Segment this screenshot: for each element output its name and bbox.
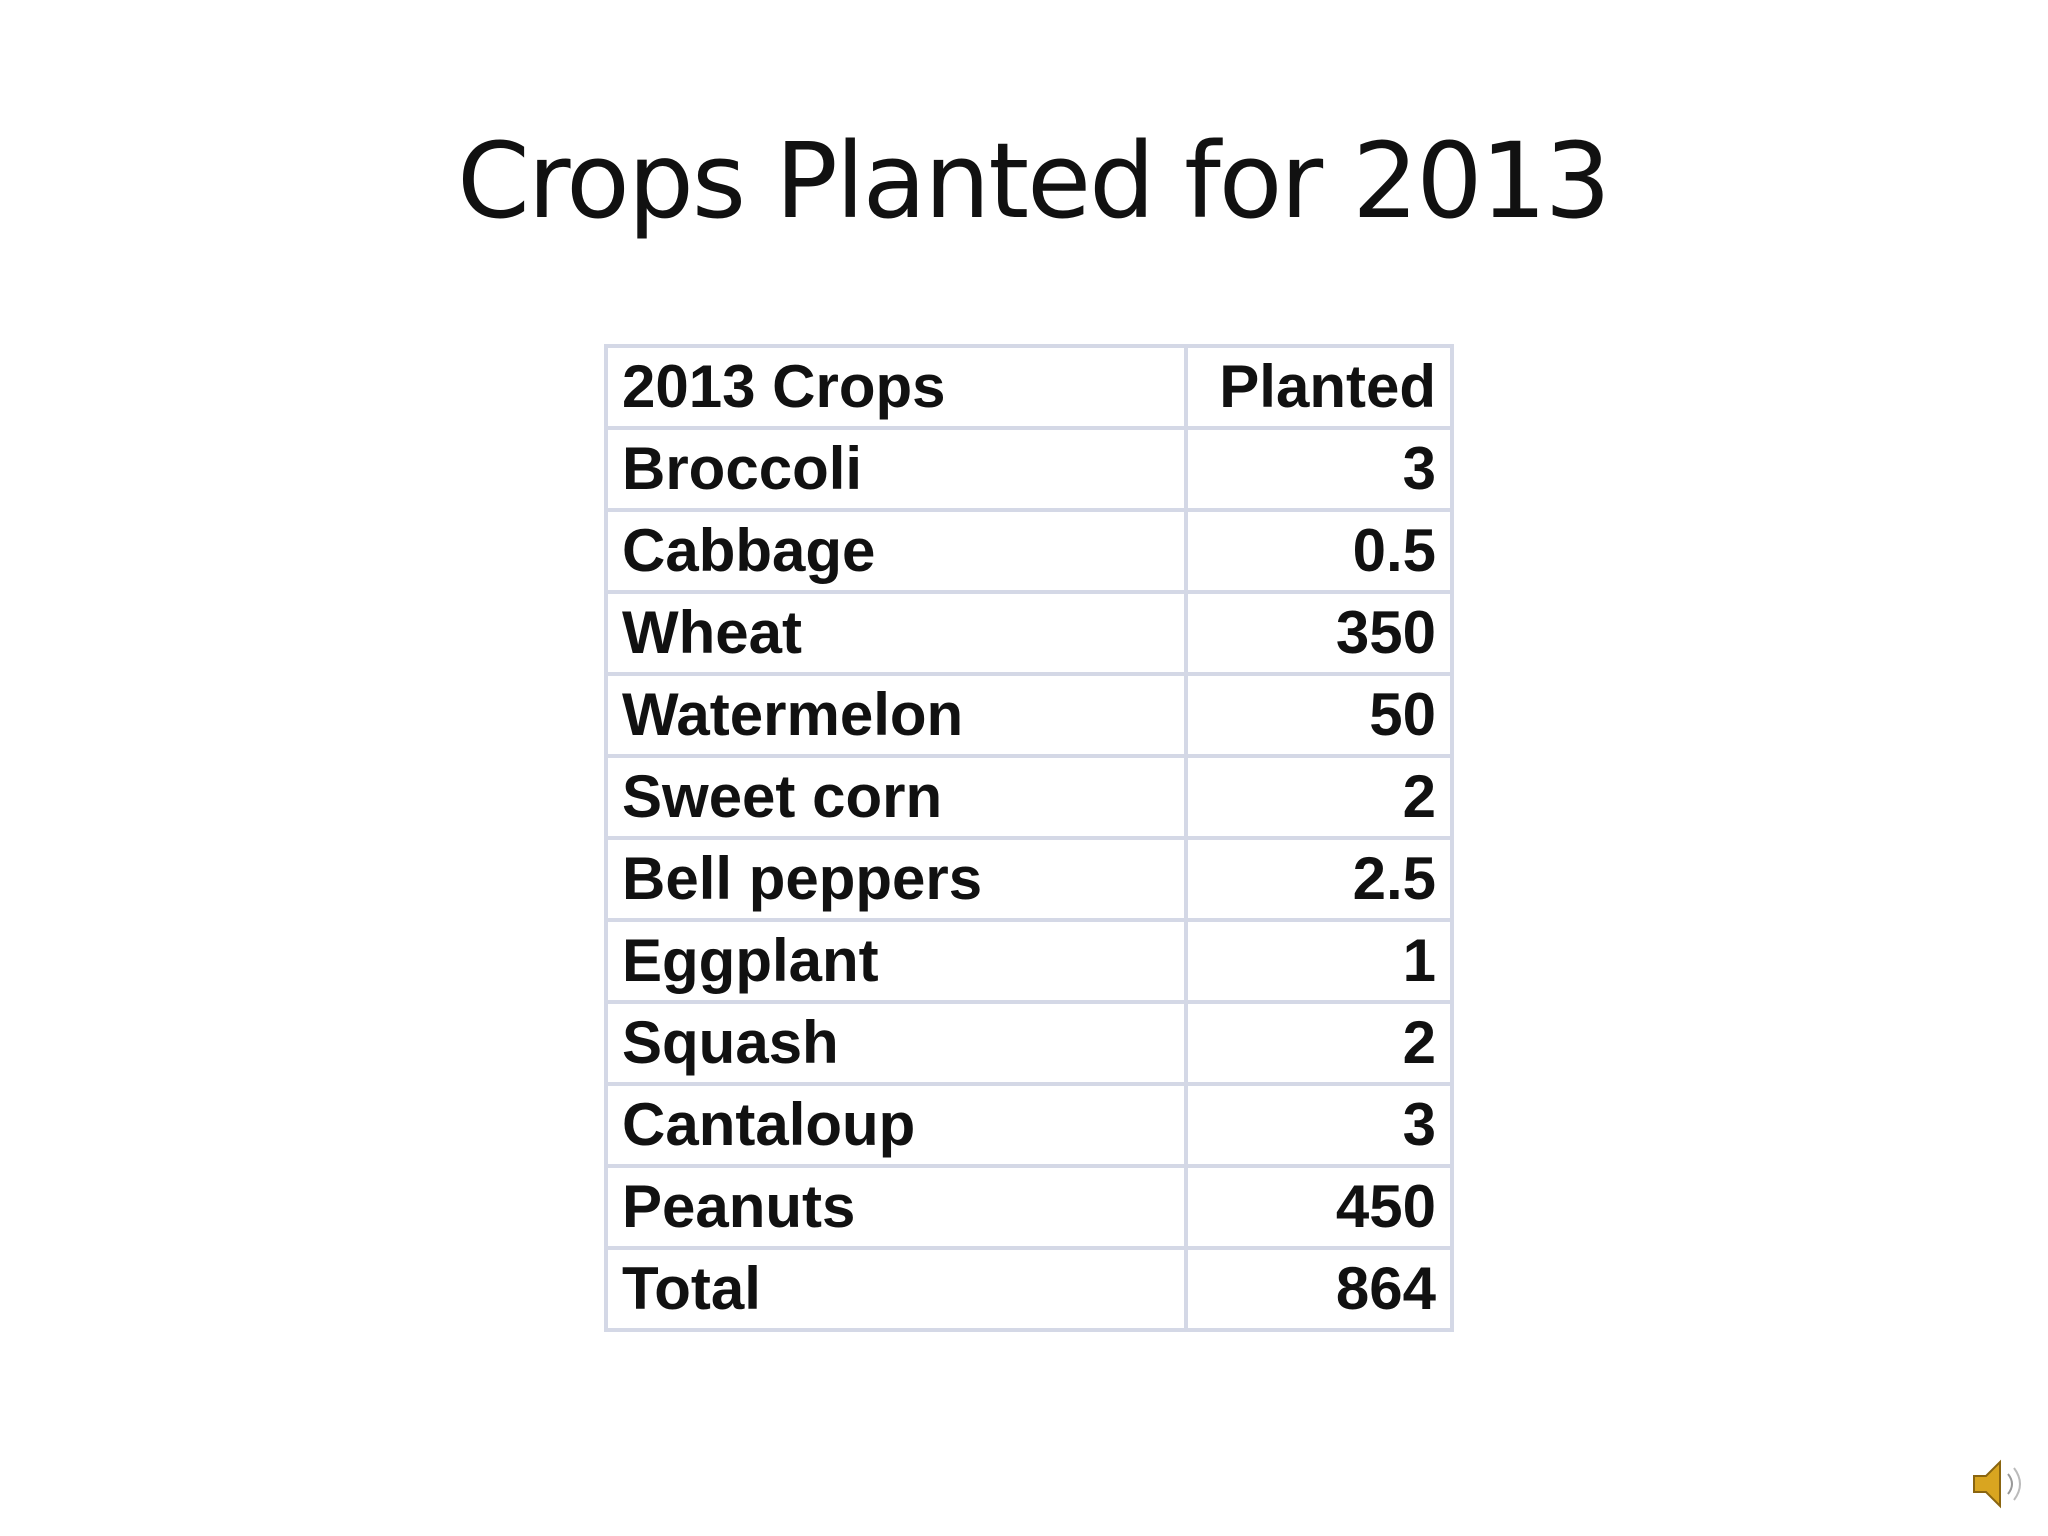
table-row: Wheat 350 <box>604 590 1454 676</box>
crop-cell: Cantaloup <box>604 1082 1188 1168</box>
planted-cell: 2 <box>1184 1000 1454 1086</box>
table-row: Cantaloup 3 <box>604 1082 1454 1168</box>
crop-cell: Squash <box>604 1000 1188 1086</box>
crop-cell: Wheat <box>604 590 1188 676</box>
planted-cell: 350 <box>1184 590 1454 676</box>
planted-cell: 50 <box>1184 672 1454 758</box>
planted-cell: 3 <box>1184 426 1454 512</box>
crop-cell: Watermelon <box>604 672 1188 758</box>
table-row: Squash 2 <box>604 1000 1454 1086</box>
crop-cell: Cabbage <box>604 508 1188 594</box>
crop-cell: Total <box>604 1246 1188 1332</box>
slide-title: Crops Planted for 2013 <box>457 120 1611 242</box>
planted-cell: 2 <box>1184 754 1454 840</box>
planted-cell: 450 <box>1184 1164 1454 1250</box>
crop-cell: 2013 Crops <box>604 344 1188 430</box>
header-row: 2013 Crops Planted <box>604 344 1454 430</box>
table-row: Bell peppers 2.5 <box>604 836 1454 922</box>
crop-cell: Broccoli <box>604 426 1188 512</box>
speaker-icon[interactable] <box>1966 1452 2030 1516</box>
crops-table: 2013 Crops Planted Broccoli 3 Cabbage 0.5 Whea… <box>604 344 1454 1332</box>
crop-cell: Eggplant <box>604 918 1188 1004</box>
planted-cell: 2.5 <box>1184 836 1454 922</box>
crop-cell: Sweet corn <box>604 754 1188 840</box>
table-row: Total 864 <box>604 1246 1454 1332</box>
planted-cell: 864 <box>1184 1246 1454 1332</box>
table-row: Sweet corn 2 <box>604 754 1454 840</box>
table-row: Cabbage 0.5 <box>604 508 1454 594</box>
crop-cell: Peanuts <box>604 1164 1188 1250</box>
planted-cell: 3 <box>1184 1082 1454 1168</box>
table-row: Peanuts 450 <box>604 1164 1454 1250</box>
planted-cell: Planted <box>1184 344 1454 430</box>
table-row: Broccoli 3 <box>604 426 1454 512</box>
table-row: Watermelon 50 <box>604 672 1454 758</box>
crop-cell: Bell peppers <box>604 836 1188 922</box>
planted-cell: 0.5 <box>1184 508 1454 594</box>
table-row: Eggplant 1 <box>604 918 1454 1004</box>
planted-cell: 1 <box>1184 918 1454 1004</box>
